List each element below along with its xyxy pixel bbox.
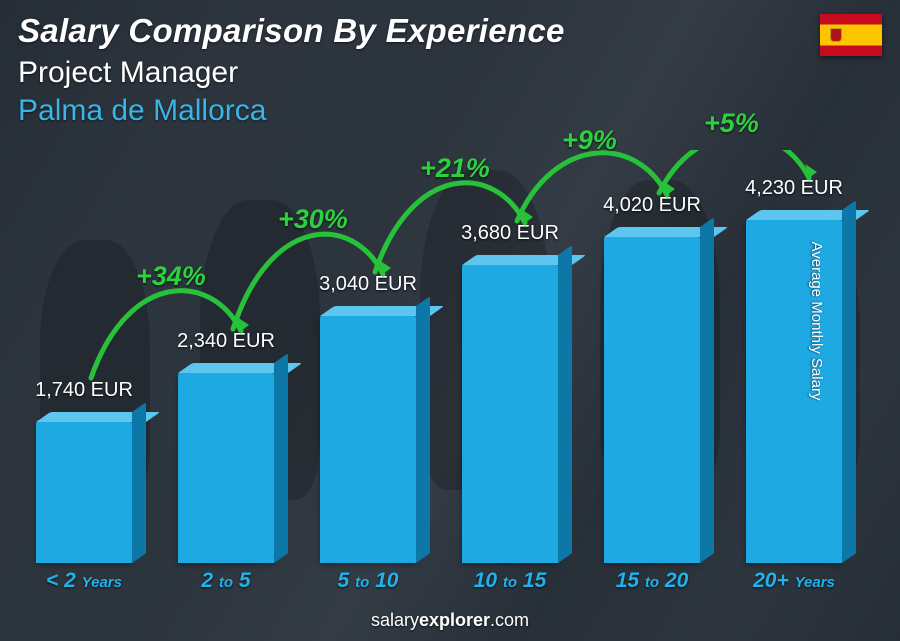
title-block: Salary Comparison By Experience Project … xyxy=(18,12,565,128)
bar-slot: 2,340 EUR xyxy=(164,373,288,563)
delta-pct-label: +5% xyxy=(704,108,759,139)
bar-slot: 4,020 EUR xyxy=(590,237,714,563)
bar-value-label: 4,020 EUR xyxy=(603,194,701,217)
bar xyxy=(178,373,274,563)
bar-value-label: 4,230 EUR xyxy=(745,177,843,200)
bar xyxy=(604,237,700,563)
bar xyxy=(462,265,558,563)
xaxis-label: 15 to 20 xyxy=(590,569,714,593)
bar-value-label: 2,340 EUR xyxy=(177,330,275,353)
yaxis-label: Average Monthly Salary xyxy=(808,241,825,400)
xaxis-labels: < 2 Years 2 to 5 5 to 10 10 to 15 15 to 20 20… xyxy=(22,569,856,593)
xaxis-label: 10 to 15 xyxy=(448,569,572,593)
bar-value-label: 3,680 EUR xyxy=(461,222,559,245)
xaxis-label: < 2 Years xyxy=(22,569,146,593)
footer-prefix: salary xyxy=(371,610,419,630)
bar-slot: 3,680 EUR xyxy=(448,265,572,563)
spain-flag-icon xyxy=(820,14,882,56)
bars-row: 1,740 EUR2,340 EUR3,040 EUR3,680 EUR4,02… xyxy=(22,150,856,563)
title-main: Salary Comparison By Experience xyxy=(18,12,565,50)
xaxis-label: 2 to 5 xyxy=(164,569,288,593)
footer-suffix: .com xyxy=(490,610,529,630)
bar-chart: 1,740 EUR2,340 EUR3,040 EUR3,680 EUR4,02… xyxy=(0,150,900,563)
bar-slot: 4,230 EUR xyxy=(732,220,856,563)
xaxis-label: 20+ Years xyxy=(732,569,856,593)
bar xyxy=(746,220,842,563)
bar-value-label: 3,040 EUR xyxy=(319,273,417,296)
infographic-stage: Salary Comparison By Experience Project … xyxy=(0,0,900,641)
bar xyxy=(320,316,416,563)
bar-slot: 3,040 EUR xyxy=(306,316,430,563)
title-location: Palma de Mallorca xyxy=(18,94,565,128)
footer-bold: explorer xyxy=(419,610,490,630)
bar-value-label: 1,740 EUR xyxy=(35,379,133,402)
bar xyxy=(36,422,132,563)
bar-slot: 1,740 EUR xyxy=(22,422,146,563)
xaxis-label: 5 to 10 xyxy=(306,569,430,593)
title-role: Project Manager xyxy=(18,56,565,90)
footer-attribution: salaryexplorer.com xyxy=(0,610,900,631)
